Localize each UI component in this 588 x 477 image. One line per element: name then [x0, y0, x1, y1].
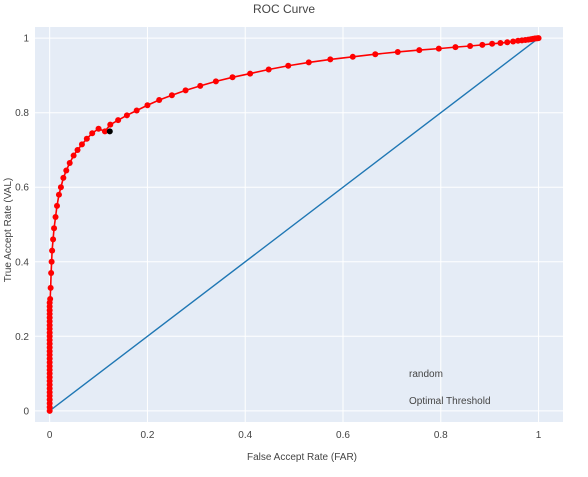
y-tick-label: 0	[23, 406, 29, 417]
roc-point	[247, 70, 254, 77]
roc-point	[497, 40, 504, 47]
roc-point	[66, 160, 73, 167]
roc-point	[156, 97, 163, 104]
y-tick-label: 0.2	[15, 332, 29, 343]
roc-point	[63, 167, 70, 174]
roc-point	[89, 130, 96, 137]
roc-point	[55, 191, 62, 198]
roc-point	[327, 56, 334, 63]
roc-point	[452, 44, 459, 51]
roc-point	[394, 48, 401, 55]
roc-point	[489, 40, 496, 47]
series-layer	[46, 35, 542, 414]
roc-point	[54, 202, 60, 209]
x-tick-label: 1	[536, 430, 542, 441]
roc-point	[70, 152, 77, 159]
roc-point	[57, 184, 64, 191]
roc-point	[144, 102, 151, 109]
roc-point	[372, 51, 379, 58]
x-axis-label: False Accept Rate (FAR)	[247, 452, 357, 463]
roc-point	[212, 78, 219, 85]
roc-point	[229, 74, 236, 81]
plot-area	[35, 27, 563, 422]
tick-labels: 0 0.2 0.4 0.6 0.8 1 0 0.2 0.4 0.6 0.8 1	[15, 34, 542, 441]
roc-point	[510, 38, 517, 45]
roc-point	[535, 35, 542, 42]
roc-point	[83, 135, 90, 142]
legend-label-optimal-threshold: Optimal Threshold	[409, 396, 491, 407]
roc-point	[416, 47, 423, 54]
roc-point	[47, 296, 54, 303]
optimal-threshold-point	[106, 128, 113, 135]
x-tick-label: 0.4	[238, 430, 252, 441]
roc-point	[435, 45, 442, 52]
y-tick-label: 0.8	[15, 108, 29, 119]
roc-point	[49, 247, 56, 254]
roc-point	[48, 258, 55, 265]
roc-point	[48, 269, 55, 276]
roc-point	[467, 43, 474, 50]
roc-point	[95, 125, 102, 132]
roc-point	[74, 146, 81, 153]
roc-point	[50, 236, 57, 243]
roc-point	[115, 117, 122, 124]
y-tick-label: 1	[23, 34, 29, 45]
roc-point	[197, 82, 204, 89]
roc-point	[101, 128, 108, 135]
chart-title: ROC Curve	[253, 2, 315, 16]
roc-point	[78, 141, 85, 148]
roc-point	[182, 87, 189, 94]
roc-point	[349, 53, 356, 60]
random-series-line	[49, 37, 539, 412]
roc-point	[47, 284, 54, 291]
roc-point	[107, 121, 114, 128]
x-tick-label: 0.6	[336, 430, 350, 441]
y-tick-label: 0.4	[15, 257, 29, 268]
roc-point	[285, 62, 292, 69]
roc-point	[52, 214, 59, 221]
roc-point	[305, 59, 312, 66]
grid-lines	[35, 27, 563, 422]
x-tick-label: 0.2	[140, 430, 154, 441]
roc-point	[479, 41, 486, 48]
roc-point	[168, 92, 175, 99]
roc-point	[60, 174, 67, 181]
x-tick-label: 0.8	[434, 430, 448, 441]
roc-point	[123, 112, 130, 119]
y-axis-label: True Accept Rate (VAL)	[3, 178, 14, 283]
legend-label-random: random	[409, 369, 443, 380]
roc-point	[51, 225, 58, 232]
roc-point	[133, 107, 140, 114]
legend: random Optimal Threshold	[409, 369, 491, 407]
roc-point	[504, 39, 511, 46]
x-tick-label: 0	[47, 430, 53, 441]
roc-point	[265, 66, 272, 73]
y-tick-label: 0.6	[15, 183, 29, 194]
